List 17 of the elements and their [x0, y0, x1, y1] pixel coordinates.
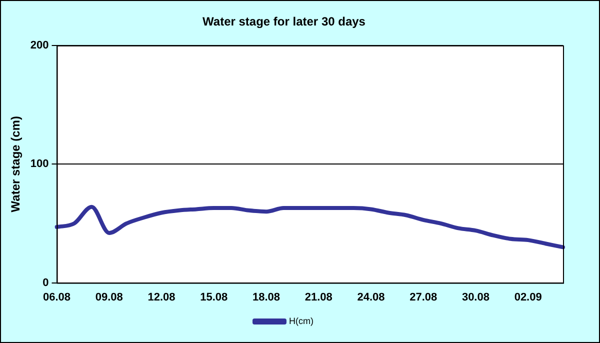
y-tick-label: 200 [30, 39, 49, 52]
y-tick-label: 0 [42, 276, 49, 289]
x-tick-label: 15.08 [200, 291, 228, 304]
x-tick-label: 21.08 [304, 291, 332, 304]
legend-label: H(cm) [289, 316, 314, 326]
x-tick-label: 27.08 [410, 291, 438, 304]
x-tick-label: 30.08 [462, 291, 490, 304]
x-tick-label: 02.09 [514, 291, 542, 304]
y-tick-label: 100 [30, 158, 49, 170]
x-tick-label: 24.08 [357, 291, 385, 304]
x-tick-label: 06.08 [42, 291, 71, 304]
x-tick-label: 18.08 [252, 291, 280, 304]
x-tick-label: 09.08 [95, 291, 123, 304]
line-series [54, 204, 565, 250]
chart-title: Water stage for later 30 days [202, 14, 366, 29]
y-axis-title: Water stage (cm) [8, 116, 23, 212]
x-tick-label: 12.08 [148, 291, 176, 304]
